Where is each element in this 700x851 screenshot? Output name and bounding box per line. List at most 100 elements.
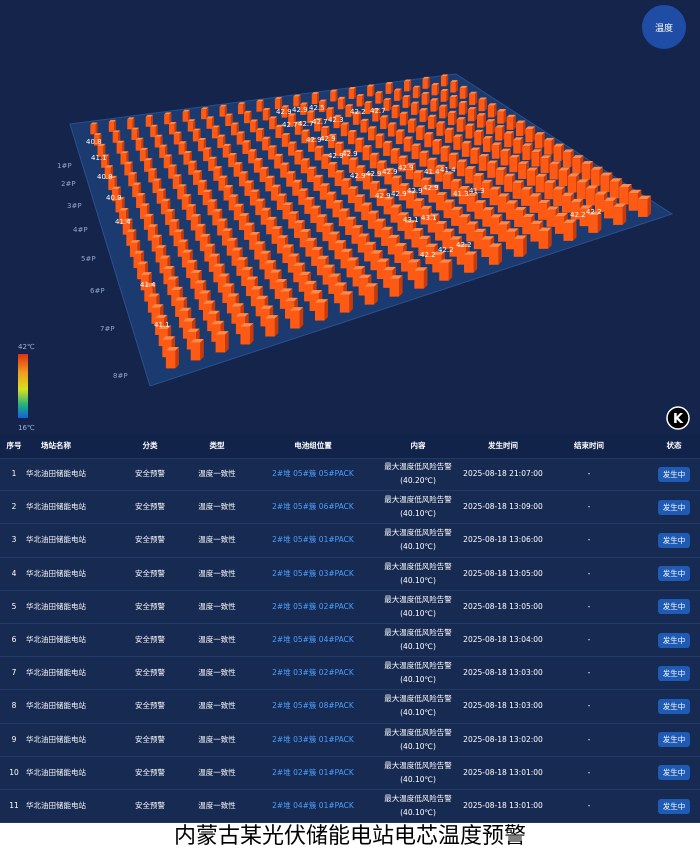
cell-top [308,137,317,141]
cell [226,240,235,256]
status-button[interactable]: 发生中 [657,765,691,781]
cell [376,191,385,207]
table-cell: 华北油田储能电站 [26,568,86,578]
cell [530,224,540,242]
cell-top [316,255,329,259]
cell [375,135,383,149]
status-button[interactable]: 发生中 [657,566,691,582]
temp-label: 42.9 [391,190,407,198]
status-button[interactable]: 发生中 [657,732,691,748]
cell-top [193,170,202,173]
cell [101,156,108,168]
cell [567,176,577,193]
cell [301,131,308,144]
status-button[interactable]: 发生中 [657,499,691,515]
cell-top [144,282,156,286]
cell [187,121,194,132]
cell-top [262,108,271,111]
cell-top [207,199,218,202]
button-label[interactable]: 温度 [655,22,673,34]
status-button[interactable]: 发生中 [657,798,691,814]
cell [407,120,415,133]
row-labels: 1#P 2#P 3#P 4#P 5#P 6#P 7#P 8#P [57,162,128,380]
cell-top [449,236,463,240]
table-cell: 8 [11,701,17,711]
logo[interactable] [666,406,690,430]
cell-top [173,131,182,134]
cell-side [425,108,428,122]
cell-top [212,208,223,212]
cell-top [330,89,338,92]
cell-top [326,191,337,195]
cell-side [405,111,409,126]
cell-top [228,152,237,156]
cell-top [167,276,179,280]
cell-top [144,158,153,161]
cell [238,215,247,231]
cell [137,264,146,280]
cell-top [281,133,291,136]
status-button[interactable]: 发生中 [657,466,691,482]
cell-side [378,108,381,122]
cell-top [355,165,366,168]
status-button[interactable]: 发生中 [657,532,691,548]
cell [522,217,532,235]
cell-top [334,240,347,244]
cell [322,267,332,285]
cell-top [459,85,468,89]
cell [362,147,370,161]
cell-top [352,111,362,114]
cell-side [455,80,458,93]
cell-top [322,222,334,226]
cell-side [434,114,437,129]
cell-top [288,113,296,116]
cell [390,150,398,164]
status-button[interactable]: 发生中 [657,632,691,648]
cell-top [481,179,493,183]
temperature-button[interactable] [642,5,686,49]
cell-side [647,195,652,217]
cell [487,163,495,178]
cell-top [223,184,234,188]
table-row: 4 华北油田储能电站 安全预警 温度一致性 2#堆 05#簇 03#PACK 最大温度低风… [0,558,700,591]
cell-top [467,107,477,110]
cell [476,115,484,128]
cell [436,123,443,136]
cell-top [486,119,496,122]
cell-top [504,131,514,134]
cell [526,170,535,186]
cell [222,146,229,158]
cell-top [348,87,356,90]
cell-top [339,291,353,295]
cell-top [279,288,293,292]
cell [151,307,161,324]
cell [206,118,212,129]
cell-top [328,161,338,165]
table-cell: 安全预警 [135,801,165,811]
cell [352,269,362,287]
header-cell: 内容 [410,441,426,450]
cell-top [230,122,239,125]
status-button[interactable]: 发生中 [657,665,691,681]
cell-side [372,84,375,97]
status-button[interactable]: 发生中 [657,698,691,714]
temp-label: 42.9 [350,172,366,180]
cell [256,130,262,142]
cell-side [473,251,478,273]
cell [231,306,241,324]
temp-label: 42.9 [375,192,391,200]
status-button[interactable]: 发生中 [657,599,691,615]
cell-top [292,179,303,183]
cell-side [230,113,233,126]
cell-top [394,242,407,247]
cell-top [108,175,117,179]
cell [255,299,265,317]
cell-top [282,244,294,248]
temp-label: 42.5 [309,104,325,112]
cell-top [281,105,290,108]
cell-top [217,273,230,277]
cell [458,103,465,115]
cell [104,167,111,179]
cell [207,201,215,216]
cell [416,127,423,140]
